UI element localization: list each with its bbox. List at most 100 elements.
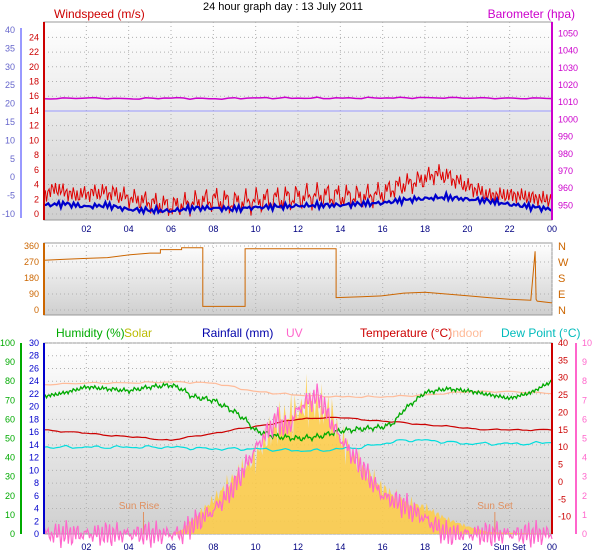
- windspeed-tick-label: 22: [29, 47, 39, 57]
- wind-x-tick-label: 06: [166, 224, 176, 234]
- barometer-tick-label: 990: [558, 132, 573, 142]
- windspeed-tick-label: 4: [34, 180, 39, 190]
- temperature-tick-label: 30: [558, 373, 568, 383]
- far-left-tick-label: 0: [10, 172, 15, 182]
- legend-uv: UV: [286, 326, 303, 340]
- dew-point-line: [43, 439, 553, 453]
- humidity-tick-label: 10: [5, 510, 15, 520]
- sun-rise-label: Sun Rise: [119, 501, 160, 512]
- humidity-tick-label: 100: [0, 338, 15, 348]
- uv-line: [43, 383, 553, 548]
- far-left-tick-label: 20: [5, 99, 15, 109]
- windspeed-tick-label: 20: [29, 62, 39, 72]
- wind-x-tick-label: 18: [420, 224, 430, 234]
- barometer-tick-label: 970: [558, 166, 573, 176]
- rainfall-tick-label: 18: [29, 414, 39, 424]
- temperature-tick-label: 15: [558, 425, 568, 435]
- wind-x-tick-label: 08: [208, 224, 218, 234]
- temperature-tick-label: -5: [558, 494, 566, 504]
- wind-x-tick-label: 00: [547, 224, 557, 234]
- barometer-tick-label: 1010: [558, 97, 578, 107]
- wind-x-tick-label: 20: [462, 224, 472, 234]
- far-left-tick-label: 40: [5, 25, 15, 35]
- humidity-tick-label: 90: [5, 357, 15, 367]
- uv-tick-label: 4: [582, 453, 587, 463]
- weather-x-tick-label: 16: [378, 542, 388, 552]
- humidity-tick-label: 30: [5, 472, 15, 482]
- windspeed-tick-label: 8: [34, 150, 39, 160]
- direction-series: [43, 247, 553, 307]
- temperature-tick-label: 40: [558, 338, 568, 348]
- tick-labels: 02 04 06 08 10 12 14 16 18 20 22 002422201816141210…: [0, 25, 592, 552]
- temperature-tick-label: 10: [558, 442, 568, 452]
- far-left-tick-label: -5: [7, 191, 15, 201]
- far-left-tick-label: -10: [2, 209, 15, 219]
- direction-compass-label: E: [558, 289, 565, 301]
- far-left-tick-label: 15: [5, 117, 15, 127]
- direction-tick-label: 0: [34, 305, 39, 315]
- weather-x-tick-label: 06: [166, 542, 176, 552]
- weather-x-tick-label: 14: [335, 542, 345, 552]
- wind-grid: [44, 22, 553, 220]
- direction-tick-label: 180: [24, 273, 39, 283]
- barometer-axis-label: Barometer (hpa): [488, 7, 575, 21]
- humidity-tick-label: 50: [5, 434, 15, 444]
- temperature-tick-label: 35: [558, 355, 568, 365]
- weather-x-tick-label: 20: [462, 542, 472, 552]
- uv-tick-label: 5: [582, 434, 587, 444]
- rainfall-tick-label: 22: [29, 389, 39, 399]
- rainfall-tick-label: 26: [29, 363, 39, 373]
- indoor-temperature-line: [43, 380, 553, 399]
- legend-rainfall: Rainfall (mm): [202, 326, 273, 340]
- rainfall-tick-label: 0: [34, 529, 39, 539]
- rainfall-tick-label: 8: [34, 478, 39, 488]
- far-left-tick-label: 10: [5, 135, 15, 145]
- weather-x-tick-label: 02: [81, 542, 91, 552]
- legend-indoor: Indoor: [449, 326, 483, 340]
- uv-tick-label: 2: [582, 491, 587, 501]
- rainfall-tick-label: 16: [29, 427, 39, 437]
- direction-compass-label: N: [558, 241, 566, 253]
- humidity-tick-label: 80: [5, 376, 15, 386]
- direction-compass-label: W: [558, 257, 569, 269]
- wind-x-tick-label: 04: [124, 224, 134, 234]
- temperature-tick-label: 20: [558, 407, 568, 417]
- rainfall-tick-label: 6: [34, 491, 39, 501]
- rainfall-tick-label: 24: [29, 376, 39, 386]
- uv-tick-label: 6: [582, 414, 587, 424]
- rainfall-tick-label: 28: [29, 351, 39, 361]
- humidity-tick-label: 70: [5, 395, 15, 405]
- sun-set-label: Sun Set: [477, 501, 513, 512]
- rainfall-tick-label: 4: [34, 504, 39, 514]
- windspeed-tick-label: 10: [29, 135, 39, 145]
- rainfall-tick-label: 12: [29, 453, 39, 463]
- weather-x-tick-label: 00: [547, 542, 557, 552]
- uv-tick-label: 7: [582, 395, 587, 405]
- weather-x-tick-label: 08: [208, 542, 218, 552]
- windspeed-tick-label: 14: [29, 106, 39, 116]
- temperature-tick-label: 5: [558, 460, 563, 470]
- weather-x-tick-label: 18: [420, 542, 430, 552]
- wind-x-tick-label: 22: [505, 224, 515, 234]
- uv-tick-label: 1: [582, 510, 587, 520]
- direction-tick-label: 270: [24, 257, 39, 267]
- barometer-tick-label: 960: [558, 183, 573, 193]
- barometer-tick-label: 1020: [558, 80, 578, 90]
- windspeed-tick-label: 6: [34, 165, 39, 175]
- far-left-tick-label: 25: [5, 80, 15, 90]
- humidity-tick-label: 40: [5, 453, 15, 463]
- uv-tick-label: 0: [582, 529, 587, 539]
- temperature-tick-label: 25: [558, 390, 568, 400]
- humidity-tick-label: 60: [5, 414, 15, 424]
- barometer-tick-label: 980: [558, 149, 573, 159]
- wind-series: [43, 96, 553, 217]
- barometer-tick-label: 1030: [558, 63, 578, 73]
- direction-compass-label: N: [558, 305, 566, 317]
- weather-x-tick-label: 12: [293, 542, 303, 552]
- humidity-line: [43, 379, 553, 443]
- windspeed-tick-label: 18: [29, 77, 39, 87]
- weather-x-tick-label: 10: [251, 542, 261, 552]
- temperature-tick-label: -10: [558, 512, 571, 522]
- wind-x-tick-label: 12: [293, 224, 303, 234]
